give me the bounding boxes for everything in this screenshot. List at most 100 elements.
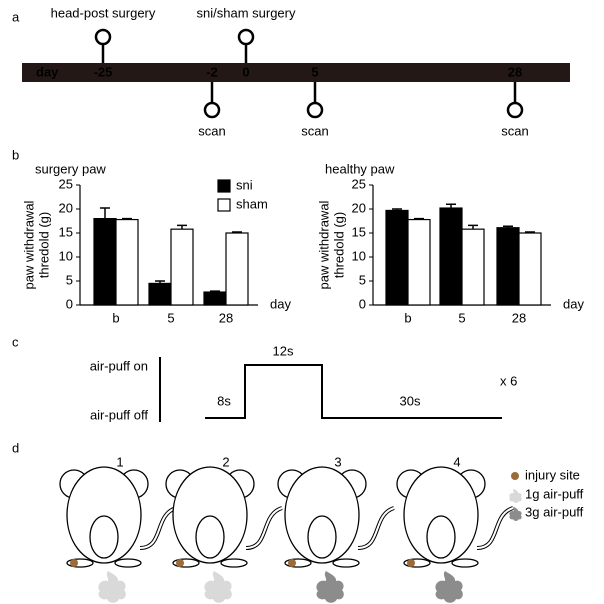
x-tick-label: 28: [512, 310, 526, 325]
duration-label: 8s: [217, 393, 231, 408]
x-tick-label: b: [112, 310, 119, 325]
body: [66, 466, 142, 564]
error-bar: [232, 231, 242, 233]
day-label: 28: [508, 64, 522, 79]
mouse-label: 1: [116, 454, 123, 469]
foot: [114, 558, 142, 568]
air-puff: [435, 571, 463, 603]
panel-label: b: [12, 147, 19, 162]
y-tick-label: 25: [59, 176, 73, 191]
foot: [220, 558, 248, 568]
tail: [476, 507, 514, 549]
x-axis-label: day: [563, 296, 584, 311]
error-bar: [392, 208, 402, 211]
chart-title: surgery paw: [35, 161, 106, 176]
legend-swatch: [217, 198, 231, 212]
tail: [357, 506, 395, 550]
event-marker: [203, 101, 221, 119]
y-tick-label: 5: [66, 272, 73, 287]
bar: [385, 209, 409, 306]
bar: [170, 228, 194, 306]
legend-puff: [509, 506, 522, 521]
y-tick-label: 0: [359, 296, 366, 311]
air-puff: [98, 571, 126, 603]
legend-injury: [511, 472, 519, 480]
y-axis-label: paw withdrawal: [21, 200, 36, 289]
x-axis-label: day: [270, 296, 291, 311]
y-tick-label: 5: [359, 272, 366, 287]
y-axis-label: paw withdrawal: [316, 200, 331, 289]
event-label: scan: [301, 123, 328, 138]
error-bar: [503, 225, 513, 228]
y-tick-label: 15: [352, 224, 366, 239]
error-bar: [177, 224, 187, 230]
panel-label: d: [12, 440, 19, 455]
x-tick-label: 5: [458, 310, 465, 325]
bar: [203, 291, 227, 306]
y-tick-label: 10: [59, 248, 73, 263]
repeat-label: x 6: [500, 373, 517, 388]
x-tick-label: 28: [219, 310, 233, 325]
y-tick-label: 0: [66, 296, 73, 311]
panel-label: a: [12, 9, 20, 24]
bar: [439, 207, 463, 306]
tail: [245, 507, 283, 549]
injury-site: [407, 559, 415, 567]
body: [172, 466, 248, 564]
air-puff: [316, 571, 344, 603]
mouse-label: 2: [222, 454, 229, 469]
belly: [426, 515, 456, 559]
belly: [307, 515, 337, 559]
legend-label: injury site: [525, 467, 580, 482]
off-label: air-puff off: [90, 407, 148, 422]
injury-site: [70, 559, 78, 567]
bar: [93, 218, 117, 306]
event-label: sni/sham surgery: [197, 5, 296, 20]
event-label: head-post surgery: [51, 5, 156, 20]
body: [403, 466, 479, 564]
error-bar: [414, 217, 424, 220]
y-axis-label: thredold (g): [36, 212, 51, 278]
error-bar: [122, 217, 132, 220]
bar: [225, 232, 249, 306]
timeline-bar: [22, 63, 570, 82]
legend-swatch: [217, 179, 231, 193]
legend-label: 3g air-puff: [525, 504, 584, 519]
air-puff: [204, 571, 232, 603]
mouse-label: 4: [453, 454, 460, 469]
bar: [407, 218, 431, 306]
mouse: [396, 466, 514, 568]
y-tick-label: 15: [59, 224, 73, 239]
error-bar: [468, 224, 478, 230]
bar: [115, 218, 139, 306]
belly: [89, 515, 119, 559]
event-marker: [94, 28, 112, 46]
event-marker: [237, 28, 255, 46]
tail: [139, 506, 177, 550]
y-tick-label: 25: [352, 176, 366, 191]
timeline-label: day: [36, 64, 59, 79]
error-bar: [210, 290, 220, 293]
duration-label: 12s: [273, 343, 294, 358]
error-bar: [446, 203, 456, 209]
y-tick-label: 20: [59, 200, 73, 215]
mouse: [277, 466, 395, 568]
foot: [451, 558, 479, 568]
day-label: 5: [311, 64, 318, 79]
on-label: air-puff on: [90, 358, 148, 373]
day-label: -2: [206, 64, 218, 79]
injury-site: [288, 559, 296, 567]
day-label: -25: [94, 64, 113, 79]
event-label: scan: [501, 123, 528, 138]
bar: [518, 232, 542, 306]
belly: [195, 515, 225, 559]
bar: [148, 282, 172, 306]
legend-puff: [509, 488, 522, 503]
bar: [461, 228, 485, 306]
chart-title: healthy paw: [325, 161, 395, 176]
y-axis-label: thredold (g): [331, 212, 346, 278]
legend-label: sham: [236, 196, 268, 211]
error-bar: [155, 280, 165, 284]
tail: [476, 506, 514, 550]
